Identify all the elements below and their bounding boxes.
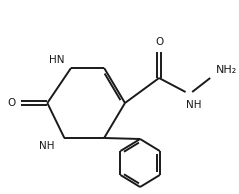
Text: NH: NH bbox=[186, 100, 202, 110]
Text: O: O bbox=[7, 98, 16, 108]
Text: NH: NH bbox=[39, 141, 55, 151]
Text: HN: HN bbox=[49, 55, 64, 65]
Text: NH₂: NH₂ bbox=[216, 65, 237, 75]
Text: O: O bbox=[155, 37, 163, 47]
